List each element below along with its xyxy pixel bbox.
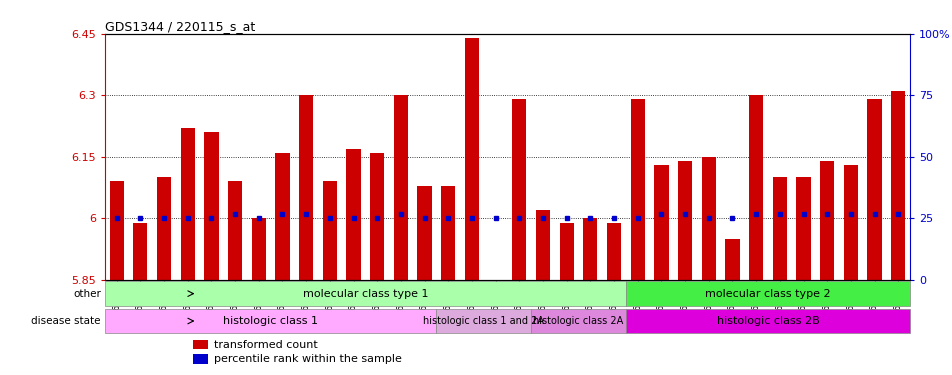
Text: molecular class type 2: molecular class type 2: [704, 289, 830, 298]
Bar: [393, 95, 407, 280]
Bar: [133, 222, 148, 280]
Bar: [606, 222, 621, 280]
Bar: [625, 309, 909, 333]
Bar: [625, 281, 909, 306]
Bar: [346, 148, 360, 280]
Text: other: other: [73, 289, 101, 298]
Bar: [193, 340, 208, 350]
Bar: [701, 157, 715, 280]
Bar: [105, 281, 625, 306]
Text: histologic class 2A: histologic class 2A: [533, 316, 623, 326]
Text: transformed count: transformed count: [213, 339, 317, 350]
Text: histologic class 1: histologic class 1: [223, 316, 318, 326]
Text: histologic class 2B: histologic class 2B: [716, 316, 819, 326]
Bar: [583, 218, 597, 280]
Bar: [441, 186, 455, 280]
Text: GDS1344 / 220115_s_at: GDS1344 / 220115_s_at: [105, 20, 255, 33]
Bar: [251, 218, 266, 280]
Bar: [299, 95, 313, 280]
Bar: [820, 161, 833, 280]
Bar: [105, 309, 436, 333]
Bar: [323, 182, 337, 280]
Bar: [535, 210, 549, 280]
Bar: [890, 91, 904, 280]
Bar: [465, 38, 479, 280]
Text: disease state: disease state: [31, 316, 101, 326]
Bar: [109, 182, 124, 280]
Bar: [530, 309, 625, 333]
Bar: [436, 309, 530, 333]
Bar: [654, 165, 667, 280]
Bar: [275, 153, 289, 280]
Text: histologic class 1 and 2A: histologic class 1 and 2A: [423, 316, 544, 326]
Text: molecular class type 1: molecular class type 1: [303, 289, 427, 298]
Bar: [796, 177, 810, 280]
Bar: [204, 132, 218, 280]
Bar: [630, 99, 645, 280]
Bar: [193, 354, 208, 364]
Bar: [748, 95, 763, 280]
Bar: [417, 186, 431, 280]
Bar: [511, 99, 526, 280]
Bar: [843, 165, 857, 280]
Bar: [677, 161, 691, 280]
Bar: [488, 280, 503, 292]
Bar: [369, 153, 384, 280]
Bar: [157, 177, 171, 280]
Bar: [559, 222, 573, 280]
Bar: [866, 99, 881, 280]
Text: percentile rank within the sample: percentile rank within the sample: [213, 354, 401, 364]
Bar: [228, 182, 242, 280]
Bar: [181, 128, 194, 280]
Bar: [724, 239, 739, 280]
Bar: [772, 177, 786, 280]
